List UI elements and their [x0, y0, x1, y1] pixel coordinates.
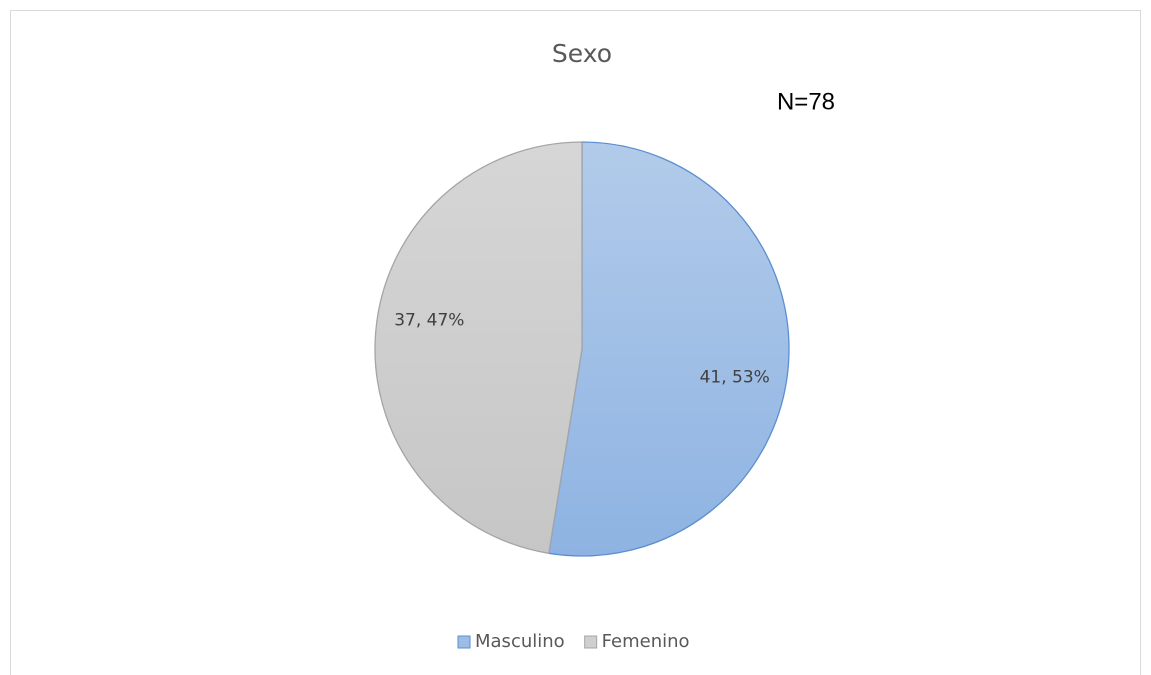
- legend-swatch: [584, 635, 598, 649]
- pie-slice: [374, 141, 583, 555]
- legend-label: Masculino: [475, 631, 565, 652]
- data-label: 37, 47%: [394, 311, 464, 331]
- data-label: 41, 53%: [700, 367, 770, 387]
- legend-label: Femenino: [602, 631, 690, 652]
- pie-slice: [548, 141, 790, 557]
- legend-swatch: [457, 635, 471, 649]
- chart-title: Sexo: [552, 39, 612, 68]
- annotation: N=78: [777, 88, 835, 115]
- chart-frame: [10, 10, 1141, 675]
